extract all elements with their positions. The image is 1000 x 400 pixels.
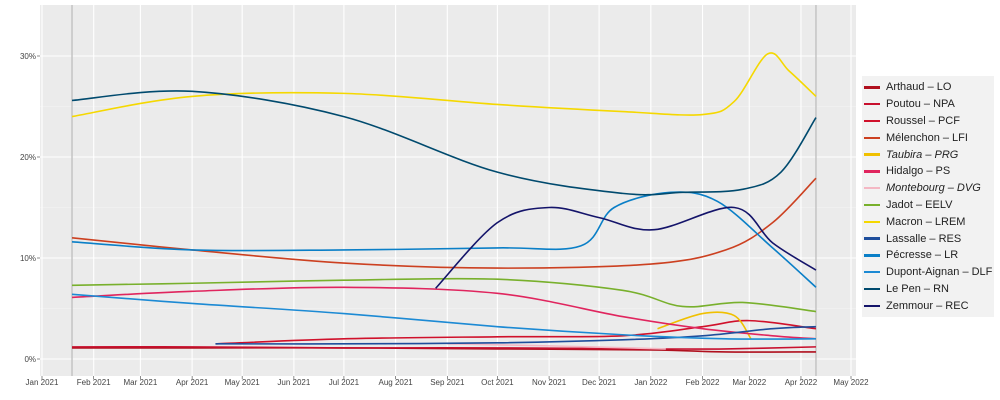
y-tick-label: 20% [20,153,36,162]
legend-key [864,153,880,156]
legend-label: Montebourg – DVG [886,182,981,195]
legend-label: Dupont-Aignan – DLF [886,266,993,279]
x-tick-label: Jul 2021 [329,378,360,387]
x-tick-label: Aug 2021 [378,378,413,387]
series-line [72,346,816,350]
x-tick-label: Nov 2021 [532,378,567,387]
x-tick-label: Jan 2022 [634,378,667,387]
legend-key [864,86,880,89]
series-line [71,286,817,340]
x-tick-label: Dec 2021 [582,378,617,387]
legend-key [864,136,880,140]
legend-key [864,220,880,224]
legend-item: Poutou – NPA [864,96,992,113]
x-tick-label: Jan 2021 [26,378,59,387]
series-line [215,325,817,345]
x-tick-label: May 2021 [225,378,261,387]
legend-key [864,186,880,190]
series-line [215,319,817,345]
legend-item: Lassalle – RES [864,230,992,247]
legend-key [864,203,880,207]
legend-label: Lassalle – RES [886,232,962,245]
x-tick-label: Feb 2022 [686,378,720,387]
x-tick-label: May 2022 [833,378,869,387]
legend-label: Arthaud – LO [886,81,952,94]
legend-key [864,237,880,240]
x-tick-label: Oct 2021 [481,378,514,387]
legend-item: Le Pen – RN [864,281,992,298]
legend-label: Jadot – EELV [886,198,953,211]
x-tick-label: Jun 2021 [277,378,310,387]
series-line [72,347,816,353]
legend-label: Zemmour – REC [886,299,969,312]
x-tick-label: Apr 2022 [785,378,818,387]
plot-background [40,5,856,376]
legend-key [864,170,880,173]
legend-key [864,270,880,274]
legend-label: Taubira – PRG [886,148,959,161]
legend-key [864,119,880,123]
legend-item: Roussel – PCF [864,113,992,130]
legend-label: Pécresse – LR [886,249,959,262]
legend-key [864,304,880,307]
legend-item: Zemmour – REC [864,297,992,314]
series-line [447,343,666,350]
series-line [71,90,817,196]
x-tick-label: Mar 2022 [732,378,766,387]
legend-label: Poutou – NPA [886,98,955,111]
legend-label: Hidalgo – PS [886,165,951,178]
series-line [435,206,817,289]
legend-item: Hidalgo – PS [864,163,992,180]
series-line [71,191,817,288]
legend: Arthaud – LO Poutou – NPA Roussel – PCF Mél… [862,76,995,318]
legend-label: Mélenchon – LFI [886,131,968,144]
legend-key [864,287,880,291]
series-line [71,293,816,340]
series-line [72,277,817,313]
legend-key [864,254,880,257]
legend-label: Le Pen – RN [886,282,949,295]
legend-item: Pécresse – LR [864,247,992,264]
x-tick-label: Feb 2021 [77,378,111,387]
x-tick-label: Sep 2021 [430,378,465,387]
legend-key [864,102,880,106]
legend-item: Dupont-Aignan – DLF [864,264,992,281]
y-tick-label: 30% [20,52,36,61]
legend-item: Arthaud – LO [864,79,992,96]
legend-item: Macron – LREM [864,213,992,230]
y-tick-label: 10% [20,254,36,263]
x-tick-label: Mar 2021 [124,378,158,387]
x-tick-label: Apr 2021 [176,378,209,387]
series-line [657,311,752,340]
legend-item: Jadot – EELV [864,197,992,214]
legend-item: Taubira – PRG [864,146,992,163]
y-tick-label: 0% [24,355,36,364]
legend-item: Mélenchon – LFI [864,129,992,146]
legend-label: Roussel – PCF [886,114,960,127]
legend-item: Montebourg – DVG [864,180,992,197]
legend-label: Macron – LREM [886,215,966,228]
